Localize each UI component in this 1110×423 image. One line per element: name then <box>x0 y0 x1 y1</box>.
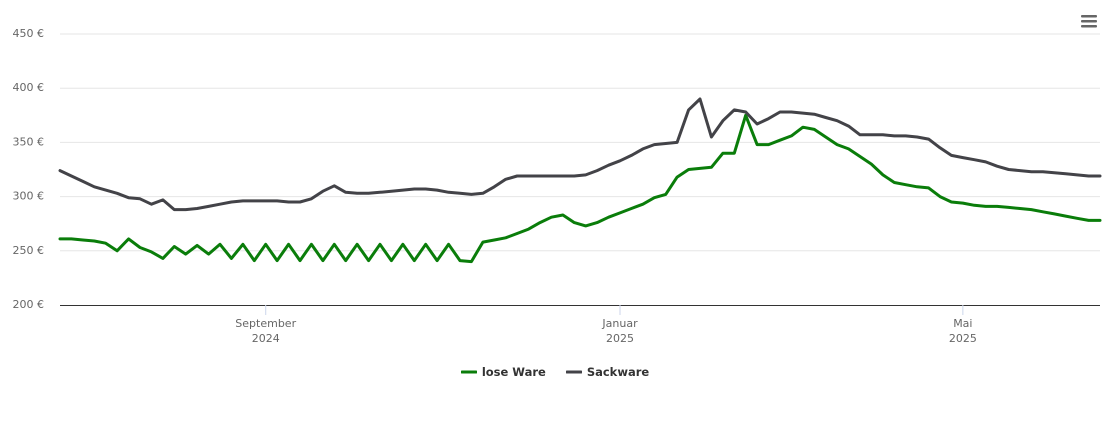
legend-label: lose Ware <box>481 365 546 379</box>
legend-item[interactable]: lose Ware <box>460 365 546 379</box>
legend-swatch <box>565 370 582 374</box>
menu-bar <box>1081 25 1097 28</box>
x-tick-label: September 2024 <box>235 317 297 345</box>
y-tick-label: 400 € <box>13 81 45 94</box>
menu-button[interactable] <box>1081 15 1097 28</box>
x-tick-label: Mai 2025 <box>948 317 977 345</box>
y-tick-label: 300 € <box>13 190 45 203</box>
x-tick-label: Januar 2025 <box>602 317 638 345</box>
y-tick-label: 450 € <box>13 27 45 40</box>
menu-bar <box>1081 15 1097 18</box>
series-line <box>58 113 1102 264</box>
legend-item[interactable]: Sackware <box>565 365 650 379</box>
y-tick-label: 350 € <box>13 135 45 148</box>
legend: lose Ware Sackware <box>0 365 1110 379</box>
y-tick-label: 200 € <box>13 298 45 311</box>
series-line <box>58 97 1102 212</box>
y-tick-label: 250 € <box>13 244 45 257</box>
legend-swatch <box>460 370 477 374</box>
menu-bar <box>1081 20 1097 23</box>
legend-label: Sackware <box>586 365 650 379</box>
